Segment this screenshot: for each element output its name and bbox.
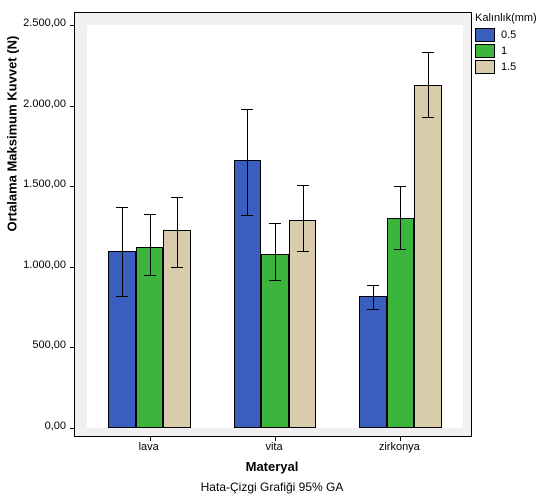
legend-item: 0.5	[475, 28, 537, 42]
y-tick	[70, 25, 75, 26]
y-tick-label: 0,00	[16, 420, 66, 432]
error-bar	[275, 223, 276, 279]
error-cap	[269, 280, 281, 281]
error-cap	[241, 215, 253, 216]
plot-area	[74, 12, 472, 437]
error-cap	[116, 296, 128, 297]
y-tick-label: 500,00	[16, 339, 66, 351]
legend: Kalınlık(mm) 0.5 1 1.5	[475, 12, 537, 76]
legend-item: 1	[475, 44, 537, 58]
error-bar	[177, 197, 178, 266]
legend-label: 0.5	[501, 29, 516, 41]
chart-container: Ortalama Maksimum Kuvvet (N) Materyal Ha…	[0, 0, 558, 501]
error-cap	[422, 52, 434, 53]
error-bar	[373, 285, 374, 309]
y-tick-label: 1.500,00	[16, 178, 66, 190]
x-tick-label: vita	[234, 441, 314, 453]
legend-swatch	[475, 60, 495, 74]
error-bar	[247, 109, 248, 215]
y-tick-label: 2.000,00	[16, 98, 66, 110]
error-cap	[297, 185, 309, 186]
error-cap	[144, 214, 156, 215]
y-tick	[70, 106, 75, 107]
legend-item: 1.5	[475, 60, 537, 74]
y-tick-label: 2.500,00	[16, 17, 66, 29]
error-cap	[422, 117, 434, 118]
error-cap	[297, 251, 309, 252]
x-tick-label: lava	[109, 441, 189, 453]
error-cap	[241, 109, 253, 110]
chart-footnote: Hata-Çizgi Grafiği 95% GA	[74, 480, 470, 494]
error-cap	[394, 186, 406, 187]
bar	[414, 85, 442, 428]
y-tick	[70, 347, 75, 348]
y-axis-label: Ortalama Maksimum Kuvvet (N)	[5, 215, 20, 231]
y-tick	[70, 267, 75, 268]
legend-label: 1.5	[501, 61, 516, 73]
error-cap	[171, 197, 183, 198]
error-cap	[367, 309, 379, 310]
legend-swatch	[475, 44, 495, 58]
legend-title: Kalınlık(mm)	[475, 12, 537, 24]
legend-swatch	[475, 28, 495, 42]
error-cap	[269, 223, 281, 224]
error-cap	[116, 207, 128, 208]
legend-label: 1	[501, 45, 507, 57]
error-bar	[428, 52, 429, 116]
error-cap	[367, 285, 379, 286]
x-axis-label: Materyal	[74, 459, 470, 474]
y-tick-label: 1.000,00	[16, 259, 66, 271]
error-cap	[171, 267, 183, 268]
error-cap	[144, 275, 156, 276]
x-tick-label: zirkonya	[359, 441, 439, 453]
y-tick	[70, 428, 75, 429]
error-bar	[122, 207, 123, 296]
error-cap	[394, 249, 406, 250]
error-bar	[303, 185, 304, 251]
y-tick	[70, 186, 75, 187]
bar	[359, 296, 387, 428]
error-bar	[150, 214, 151, 275]
error-bar	[400, 186, 401, 249]
